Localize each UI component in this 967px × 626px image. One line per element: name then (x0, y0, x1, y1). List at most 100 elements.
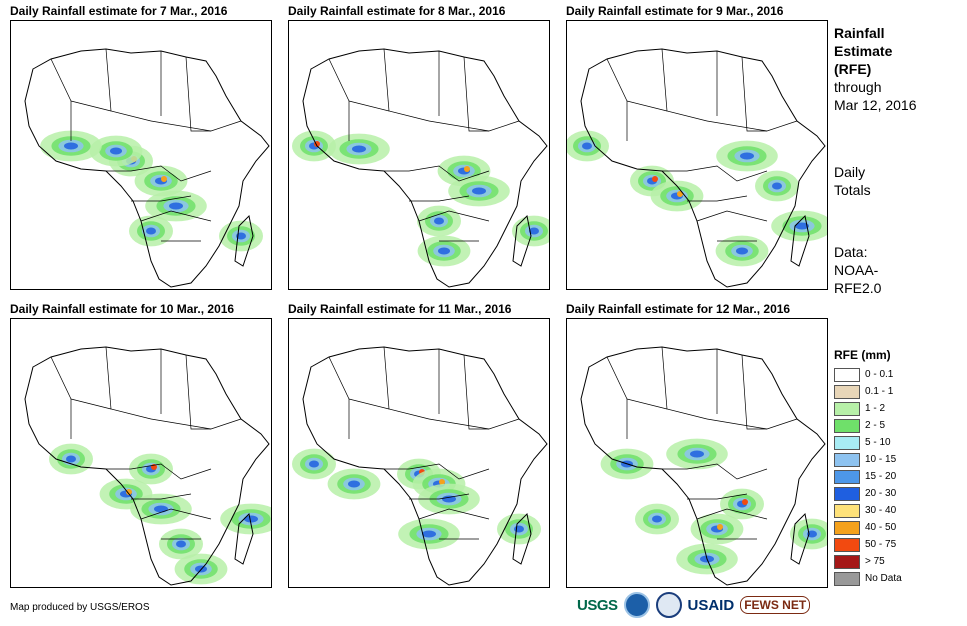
rainfall-area (352, 145, 366, 153)
nasa-seal-icon (655, 592, 682, 618)
country-border (662, 463, 768, 480)
africa-map (24, 48, 270, 288)
africa-map (24, 346, 271, 586)
legend-swatch (834, 571, 860, 586)
legend-swatch (834, 486, 860, 501)
heavy-rainfall-spot (652, 176, 658, 182)
legend-swatch (834, 469, 860, 484)
rainfall-area (438, 247, 450, 255)
country-border (661, 346, 708, 420)
africa-coastline (302, 346, 548, 586)
country-border (384, 463, 490, 480)
rainfall-map (566, 318, 828, 588)
country-border (384, 165, 490, 182)
legend-item: 0 - 0.1 (834, 366, 902, 383)
country-border (70, 100, 112, 112)
rainfall-area (442, 495, 456, 503)
legend-swatch (834, 435, 860, 450)
rainfall-area (309, 460, 319, 468)
heavy-rainfall-spot (717, 524, 723, 530)
rainfall-map (10, 20, 272, 290)
rfe-title-line1: Rainfall (834, 25, 885, 41)
panel-title: Daily Rainfall estimate for 9 Mar., 2016 (566, 4, 784, 18)
daily-line1: Daily (834, 164, 866, 180)
country-border (328, 356, 350, 439)
rainfall-area (64, 142, 78, 150)
rainfall-map (288, 20, 550, 290)
africa-coastline (24, 346, 270, 586)
country-border (463, 56, 489, 132)
heavy-rainfall-spot (464, 166, 470, 172)
rainfall-area (514, 525, 524, 533)
legend-label: > 75 (865, 556, 885, 567)
country-border (687, 493, 748, 500)
legend-swatch (834, 384, 860, 399)
daily-line2: Totals (834, 182, 871, 198)
rfe-title-line2: Estimate (834, 43, 893, 59)
legend-item: 50 - 75 (834, 536, 902, 553)
country-border (409, 493, 470, 500)
legend-swatch (834, 503, 860, 518)
country-border (741, 354, 767, 430)
madagascar-outline (234, 512, 254, 565)
country-border (150, 120, 242, 132)
country-border (140, 508, 212, 520)
data-line2: NOAA- (834, 262, 879, 278)
country-border (105, 346, 152, 420)
legend-swatch (834, 554, 860, 569)
legend-swatch (834, 401, 860, 416)
legend-label: No Data (865, 573, 902, 584)
heavy-rainfall-spot (439, 479, 445, 485)
legend-item: 0.1 - 1 (834, 383, 902, 400)
country-border (696, 210, 768, 222)
legend-swatch (834, 367, 860, 382)
rainfall-area (348, 480, 360, 488)
noaa-logo-icon (623, 592, 650, 618)
country-border (131, 195, 192, 202)
map-credit: Map produced by USGS/EROS (10, 602, 150, 613)
africa-coastline (580, 48, 826, 288)
country-border (185, 56, 211, 132)
country-border (105, 48, 152, 122)
africa-map (292, 346, 548, 586)
fews-net-logo: FEWS NET (740, 596, 811, 614)
rainfall-area (529, 227, 539, 235)
legend-label: 40 - 50 (865, 522, 897, 533)
rainfall-map (10, 318, 272, 588)
country-border (661, 48, 708, 122)
panel-title: Daily Rainfall estimate for 10 Mar., 201… (10, 302, 235, 316)
rainfall-area (422, 530, 436, 538)
rainfall-area (434, 217, 444, 225)
country-border (383, 48, 430, 122)
country-border (418, 210, 490, 222)
heavy-rainfall-spot (677, 191, 683, 197)
legend-rows: 0 - 0.1 0.1 - 1 1 - 2 2 - 5 5 - 10 10 - 15 15 … (834, 366, 902, 587)
sidebar-data-source: Data: NOAA- RFE2.0 (834, 243, 881, 297)
rfe-legend: RFE (mm) 0 - 0.1 0.1 - 1 1 - 2 2 - 5 5 - 10 1… (834, 348, 902, 587)
country-border (106, 165, 212, 182)
rainfall-area (169, 202, 183, 210)
legend-swatch (834, 537, 860, 552)
heavy-rainfall-spot (161, 176, 167, 182)
country-border (348, 398, 390, 410)
country-border (150, 418, 242, 430)
madagascar-outline (790, 214, 810, 267)
data-line1: Data: (834, 244, 868, 260)
africa-coastline (302, 48, 548, 288)
rainfall-area (807, 530, 817, 538)
legend-item: 30 - 40 (834, 502, 902, 519)
legend-label: 50 - 75 (865, 539, 897, 550)
rfe-title-line3: (RFE) (834, 61, 872, 77)
country-border (626, 100, 668, 112)
legend-item: 15 - 20 (834, 468, 902, 485)
legend-title: RFE (mm) (834, 348, 891, 362)
country-border (706, 120, 798, 132)
legend-label: 10 - 15 (865, 454, 897, 465)
africa-map (567, 48, 827, 288)
legend-item: 5 - 10 (834, 434, 902, 451)
country-border (328, 58, 350, 141)
madagascar-outline (234, 214, 254, 267)
country-border (463, 354, 489, 430)
rainfall-area (110, 147, 122, 155)
country-border (409, 195, 470, 202)
